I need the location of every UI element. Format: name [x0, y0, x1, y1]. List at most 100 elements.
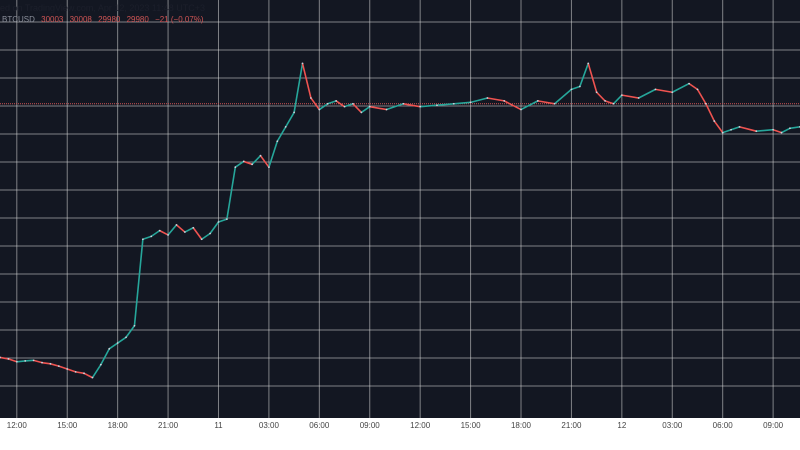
- price-segment: [638, 88, 656, 99]
- price-segment: [293, 63, 304, 113]
- price-point: [74, 370, 77, 373]
- price-point: [293, 111, 296, 114]
- price-segment: [705, 103, 716, 122]
- price-point: [587, 62, 590, 65]
- price-point: [15, 360, 18, 363]
- price-segment: [201, 232, 211, 240]
- price-segment: [453, 101, 471, 105]
- price-point: [688, 82, 690, 85]
- price-segment: [571, 85, 581, 91]
- price-point: [7, 358, 10, 360]
- price-point: [713, 120, 716, 122]
- x-tick-label: 18:00: [511, 421, 532, 430]
- price-segment: [125, 325, 136, 338]
- price-point: [150, 235, 153, 238]
- price-segment: [554, 88, 572, 105]
- price-segment: [209, 221, 220, 234]
- price-point: [730, 128, 732, 131]
- price-point: [318, 108, 321, 111]
- price-point: [536, 99, 539, 102]
- price-segment: [100, 348, 110, 366]
- price-segment: [696, 88, 707, 105]
- price-segment: [386, 103, 404, 111]
- price-segment: [175, 224, 186, 233]
- price-point: [57, 365, 60, 368]
- price-point: [234, 166, 237, 169]
- price-segment: [587, 63, 598, 93]
- price-point: [242, 160, 245, 163]
- price-segment: [159, 229, 169, 236]
- price-segment: [360, 106, 371, 114]
- price-segment: [470, 97, 488, 104]
- price-point: [183, 231, 186, 233]
- price-point: [116, 342, 119, 344]
- price-point: [49, 362, 52, 365]
- price-point: [192, 226, 195, 229]
- price-point: [335, 99, 338, 102]
- price-segment: [739, 126, 757, 132]
- price-point: [108, 347, 111, 350]
- price-point: [268, 166, 270, 169]
- price-point: [738, 125, 741, 128]
- price-point: [209, 232, 211, 235]
- price-segment: [310, 97, 320, 111]
- ohlc-value: 30003: [41, 15, 64, 24]
- price-point: [570, 88, 573, 91]
- price-point: [284, 125, 287, 128]
- price-segment: [226, 167, 237, 220]
- price-segment: [133, 239, 144, 326]
- price-point: [251, 163, 254, 166]
- price-point: [326, 102, 329, 105]
- x-tick-label: 15:00: [461, 421, 482, 430]
- price-segment: [251, 155, 262, 165]
- ohlc-value: −21 (−0.07%): [155, 15, 204, 24]
- price-segment: [781, 127, 791, 134]
- x-tick-label: 06:00: [713, 421, 734, 430]
- price-segment: [243, 160, 253, 166]
- price-segment: [722, 128, 732, 134]
- price-point: [755, 130, 758, 133]
- price-point: [310, 97, 312, 99]
- price-point: [301, 62, 304, 65]
- x-axis: [0, 418, 800, 450]
- price-segment: [83, 372, 93, 379]
- price-point: [125, 336, 127, 339]
- price-point: [436, 104, 438, 107]
- price-point: [360, 111, 363, 114]
- ohlc-value: 30008: [69, 15, 92, 24]
- price-point: [276, 140, 279, 143]
- price-segment: [75, 371, 85, 375]
- price-point: [503, 99, 506, 102]
- price-point: [595, 91, 598, 94]
- price-segment: [276, 126, 287, 142]
- price-segment: [234, 160, 245, 168]
- price-point: [41, 361, 43, 364]
- price-point: [343, 105, 346, 108]
- price-point: [637, 97, 640, 99]
- price-segment: [403, 102, 421, 108]
- x-tick-label: 06:00: [309, 421, 330, 430]
- price-segment: [108, 342, 119, 350]
- price-segment: [58, 365, 68, 370]
- price-segment: [218, 218, 228, 223]
- x-tick-label: 03:00: [259, 421, 280, 430]
- price-point: [704, 102, 707, 105]
- price-point: [200, 238, 203, 241]
- x-tick-label: 09:00: [763, 421, 784, 430]
- price-point: [175, 223, 178, 226]
- price-point: [167, 234, 169, 236]
- price-point: [620, 94, 623, 97]
- price-segment: [420, 104, 438, 108]
- price-segment: [285, 112, 295, 128]
- plot-background: [0, 0, 800, 418]
- price-segment: [344, 103, 354, 108]
- price-point: [141, 238, 144, 241]
- price-point: [578, 85, 581, 88]
- price-segment: [66, 368, 76, 373]
- price-segment: [713, 120, 724, 134]
- price-point: [696, 88, 699, 91]
- price-point: [225, 218, 228, 220]
- price-point: [66, 368, 69, 370]
- x-tick-label: 15:00: [57, 421, 78, 430]
